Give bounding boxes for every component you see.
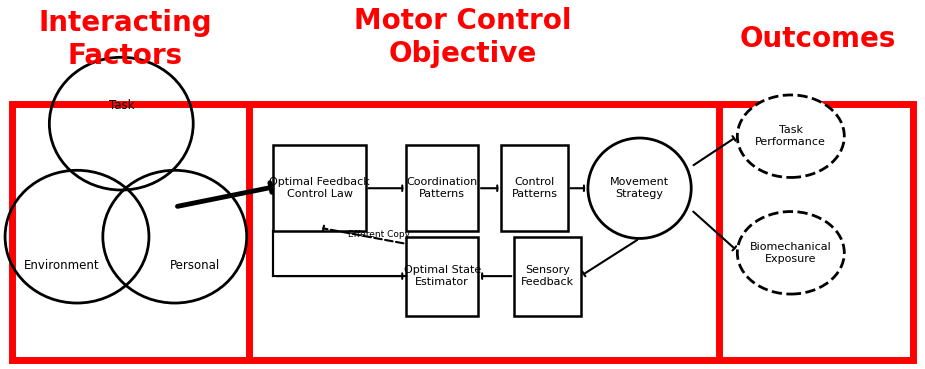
Bar [274,145,365,231]
Text: Coordination
Patterns: Coordination Patterns [407,177,478,199]
Text: Control
Patterns: Control Patterns [512,177,558,199]
Text: Sensory
Feedback: Sensory Feedback [521,265,574,287]
Text: Motor Control
Objective: Motor Control Objective [353,7,572,68]
Text: Task
Performance: Task Performance [756,125,826,147]
Ellipse shape [737,95,845,177]
Ellipse shape [588,138,691,238]
Ellipse shape [737,211,845,294]
Bar [406,237,478,315]
Text: Outcomes: Outcomes [739,25,895,54]
Text: Task: Task [108,99,134,112]
Text: Personal: Personal [170,259,220,272]
Bar [501,145,568,231]
Text: Movement
Strategy: Movement Strategy [610,177,669,199]
Text: Efferent Copy: Efferent Copy [349,230,411,239]
Text: Environment: Environment [23,259,99,272]
Bar [12,104,913,361]
Text: Interacting
Factors: Interacting Factors [38,9,212,69]
Bar [406,145,478,231]
Text: Biomechanical
Exposure: Biomechanical Exposure [750,242,832,263]
Text: Optimal State
Estimator: Optimal State Estimator [403,265,481,287]
Bar [514,237,581,315]
Text: Optimal Feedback
Control Law: Optimal Feedback Control Law [269,177,370,199]
